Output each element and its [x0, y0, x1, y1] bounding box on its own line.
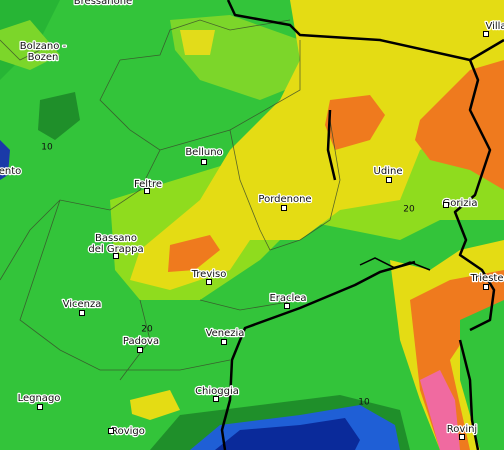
city-marker: [37, 404, 43, 410]
city-label: Bressanone: [74, 0, 132, 7]
contour-label: 20: [403, 205, 415, 215]
city-label: Treviso: [191, 269, 227, 280]
city-marker: [443, 202, 449, 208]
city-label: Bozen: [28, 52, 59, 63]
city-label: Chioggia: [195, 386, 239, 397]
city-label: Rovigo: [111, 426, 145, 437]
city-label: Belluno: [185, 147, 222, 158]
contour-label: 10: [358, 398, 370, 408]
city-marker: [213, 396, 219, 402]
city-marker: [281, 205, 287, 211]
city-marker: [113, 253, 119, 259]
city-label: Pordenone: [258, 194, 311, 205]
city-marker: [459, 434, 465, 440]
labels: Bressanone Bolzano -Bozen ento Villa Belluno…: [0, 0, 504, 440]
city-marker: [137, 347, 143, 353]
city-label: Eraclea: [269, 293, 306, 304]
city-label: Udine: [374, 166, 403, 177]
city-marker: [284, 303, 290, 309]
city-marker: [201, 159, 207, 165]
city-marker: [79, 310, 85, 316]
city-label: Bolzano -: [20, 41, 67, 52]
city-marker: [108, 428, 114, 434]
city-marker: [206, 279, 212, 285]
city-marker: [483, 31, 489, 37]
city-label: Gorizia: [443, 198, 478, 209]
city-marker: [144, 188, 150, 194]
city-label: Vicenza: [63, 299, 102, 310]
city-label: Bassano: [95, 233, 137, 244]
contour-label: 10: [41, 143, 53, 153]
city-label: Rovinj: [447, 424, 477, 435]
city-label: Feltre: [134, 179, 162, 190]
contour-label: 20: [141, 325, 153, 335]
city-label: del Grappa: [88, 244, 143, 255]
city-marker: [386, 177, 392, 183]
city-label: Padova: [123, 336, 159, 347]
city-label: ento: [0, 166, 21, 177]
city-label: Villa: [485, 21, 504, 32]
city-marker: [221, 339, 227, 345]
city-marker: [483, 284, 489, 290]
city-label: Venezia: [206, 328, 245, 339]
city-label: Trieste: [470, 273, 504, 284]
city-label: Legnago: [18, 393, 61, 404]
